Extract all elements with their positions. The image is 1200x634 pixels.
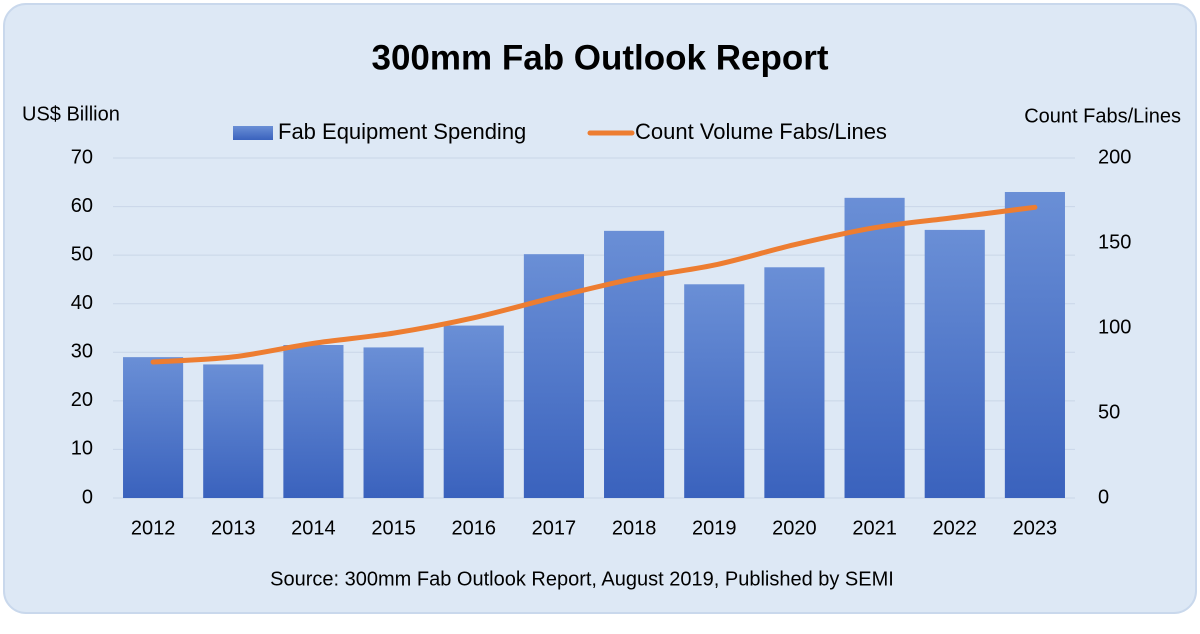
bar	[844, 197, 905, 499]
x-tick-label: 2022	[933, 517, 978, 539]
legend: Fab Equipment Spending Count Volume Fabs/…	[233, 119, 887, 144]
y-tick-label: 50	[71, 243, 93, 265]
bar	[443, 325, 504, 498]
legend-label: Fab Equipment Spending	[278, 119, 526, 144]
y-axis-title: US$ Billion	[22, 103, 120, 125]
x-tick-label: 2019	[692, 517, 737, 539]
x-tick-label: 2012	[131, 517, 176, 539]
y-tick-label: 0	[82, 486, 93, 508]
x-tick-label: 2015	[371, 517, 416, 539]
y-tick-label: 30	[71, 341, 93, 363]
bar	[924, 229, 985, 498]
bar	[604, 230, 665, 498]
bar	[764, 267, 825, 498]
x-tick-label: 2017	[532, 517, 577, 539]
x-tick-label: 2016	[452, 517, 497, 539]
line	[150, 204, 1038, 365]
bar	[1004, 192, 1065, 498]
y2-tick-label: 150	[1098, 231, 1131, 253]
bar	[123, 357, 184, 498]
x-tick-label: 2018	[612, 517, 657, 539]
labels: 0 10 20 30 40 50 60 70 0 50 100 150 200 2012 2013 2014 2…	[71, 146, 1132, 539]
y2-tick-label: 50	[1098, 401, 1120, 423]
y-tick-label: 40	[71, 292, 93, 314]
bar	[203, 364, 264, 498]
y-tick-label: 10	[71, 438, 93, 460]
bar	[363, 347, 424, 498]
bar	[283, 345, 344, 498]
y2-tick-label: 0	[1098, 486, 1109, 508]
x-tick-label: 2020	[772, 517, 817, 539]
legend-swatch	[233, 126, 273, 140]
lines	[150, 204, 1038, 365]
y-tick-label: 20	[71, 389, 93, 411]
x-tick-label: 2023	[1013, 517, 1058, 539]
y2-tick-label: 100	[1098, 316, 1131, 338]
y-tick-label: 70	[71, 146, 93, 168]
chart-title: 300mm Fab Outlook Report	[371, 38, 828, 77]
source-note: Source: 300mm Fab Outlook Report, August…	[270, 568, 894, 590]
legend-label: Count Volume Fabs/Lines	[635, 119, 887, 144]
bar	[684, 284, 745, 498]
y-tick-label: 60	[71, 195, 93, 217]
x-tick-label: 2021	[852, 517, 897, 539]
x-tick-label: 2013	[211, 517, 256, 539]
y2-tick-label: 200	[1098, 146, 1131, 168]
x-tick-label: 2014	[291, 517, 336, 539]
bars	[123, 192, 1065, 499]
y2-axis-title: Count Fabs/Lines	[1024, 105, 1181, 127]
